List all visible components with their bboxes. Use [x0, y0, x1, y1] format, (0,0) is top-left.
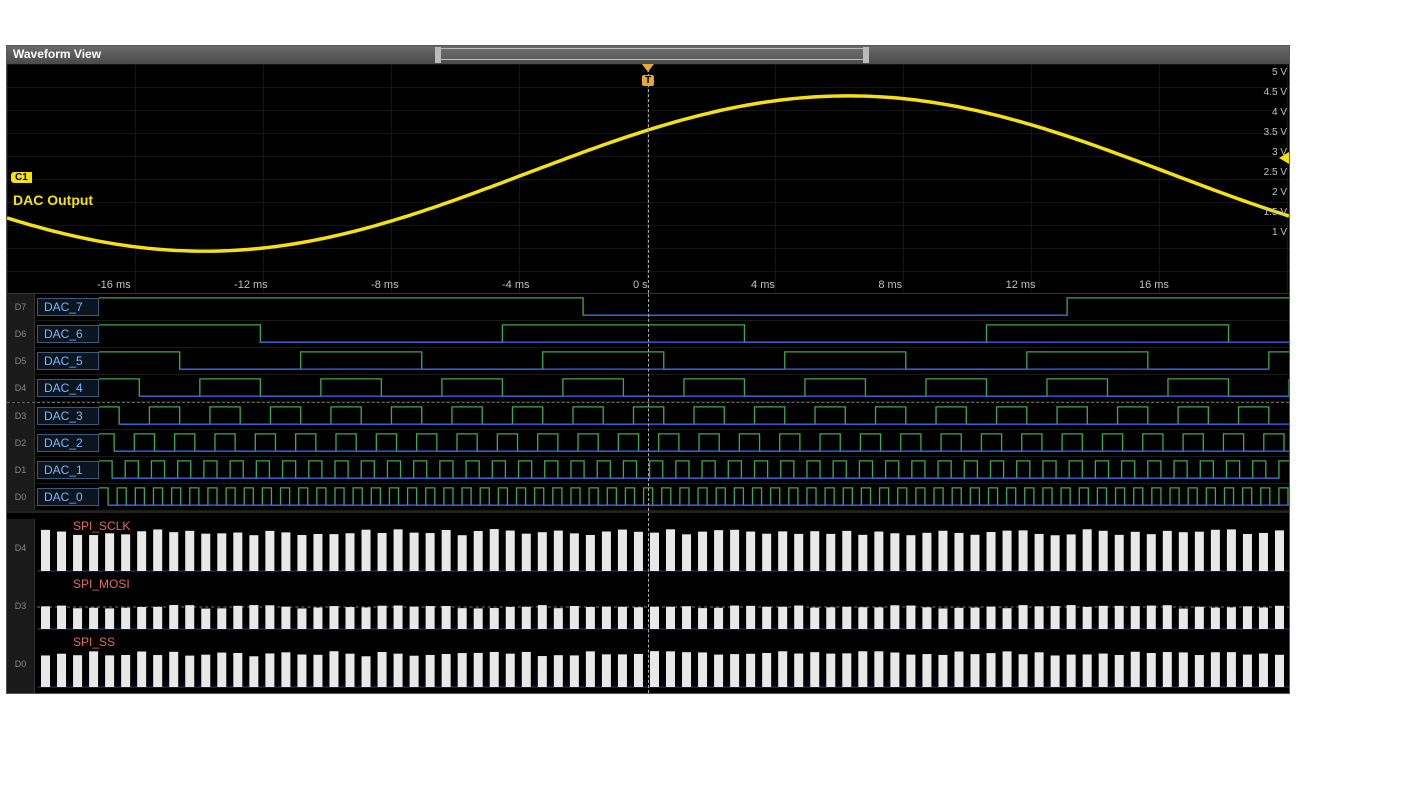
- digital-channel-index: D5: [7, 348, 35, 374]
- digital-channel-name[interactable]: DAC_6: [37, 325, 99, 343]
- trigger-marker[interactable]: T: [642, 64, 654, 86]
- waveform-view-window: Waveform View T C1 DAC Output -16 ms -12 …: [6, 45, 1290, 694]
- spi-channel-index: D4: [7, 519, 35, 577]
- volt-tick: 1 V: [1264, 228, 1287, 238]
- digital-waveform: [99, 294, 1289, 320]
- channel-badge[interactable]: C1: [11, 172, 32, 183]
- digital-channel-name[interactable]: DAC_3: [37, 407, 99, 425]
- volt-tick: 1.5 V: [1264, 208, 1287, 218]
- overview-right-handle[interactable]: [863, 47, 869, 63]
- digital-waveform: [99, 321, 1289, 347]
- digital-channel-name[interactable]: DAC_4: [37, 379, 99, 397]
- digital-channel-name[interactable]: DAC_5: [37, 352, 99, 370]
- time-tick: -4 ms: [502, 279, 530, 291]
- time-tick: 4 ms: [751, 279, 775, 291]
- digital-channel-index: D7: [7, 294, 35, 320]
- window-title: Waveform View: [13, 47, 101, 61]
- digital-channel-name[interactable]: DAC_1: [37, 461, 99, 479]
- time-tick: 16 ms: [1139, 279, 1169, 291]
- titlebar[interactable]: Waveform View: [7, 46, 1289, 64]
- spi-waveform: [37, 519, 1289, 577]
- overview-left-handle[interactable]: [435, 47, 441, 63]
- time-tick: 0 s: [633, 279, 648, 291]
- spi-channel-name[interactable]: SPI_SS: [73, 635, 115, 649]
- spi-pane[interactable]: D4 SPI_SCLK D3 SPI_MOSI D0 SPI_SS: [7, 511, 1289, 693]
- spi-channel-index: D3: [7, 577, 35, 635]
- time-tick: -12 ms: [234, 279, 268, 291]
- trigger-arrow-icon: [642, 64, 654, 72]
- spi-channel-row[interactable]: D0 SPI_SS: [7, 635, 1289, 693]
- digital-channel-name[interactable]: DAC_0: [37, 488, 99, 506]
- spi-channel-name[interactable]: SPI_SCLK: [73, 519, 130, 533]
- digital-waveform: [99, 375, 1289, 401]
- digital-channel-index: D2: [7, 430, 35, 456]
- digital-channel-row[interactable]: D0DAC_0: [7, 484, 1289, 511]
- digital-channel-name[interactable]: DAC_2: [37, 434, 99, 452]
- time-axis: -16 ms -12 ms -8 ms -4 ms 0 s 4 ms 8 ms 12 ms 16…: [7, 279, 1259, 291]
- spi-channel-name[interactable]: SPI_MOSI: [73, 577, 130, 591]
- time-tick: -8 ms: [371, 279, 399, 291]
- volt-tick: 2.5 V: [1264, 168, 1287, 178]
- digital-channel-row[interactable]: D3DAC_3: [7, 403, 1289, 430]
- time-tick: -16 ms: [97, 279, 131, 291]
- analog-waveform: [7, 64, 1289, 293]
- digital-channel-row[interactable]: D7DAC_7: [7, 294, 1289, 321]
- spi-channel-row[interactable]: D4 SPI_SCLK: [7, 519, 1289, 577]
- channel-label: DAC Output: [13, 192, 93, 208]
- trigger-label: T: [642, 75, 654, 86]
- volt-tick: 3.5 V: [1264, 128, 1287, 138]
- digital-waveform: [99, 430, 1289, 456]
- digital-channel-row[interactable]: D1DAC_1: [7, 457, 1289, 484]
- spi-waveform: [37, 577, 1289, 635]
- overview-scrollbar[interactable]: [437, 48, 867, 60]
- digital-channel-row[interactable]: D5DAC_5: [7, 348, 1289, 375]
- digital-pane[interactable]: D7DAC_7D6DAC_6D5DAC_5D4DAC_4D3DAC_3D2DAC…: [7, 294, 1289, 511]
- digital-channel-index: D4: [7, 375, 35, 401]
- digital-waveform: [99, 457, 1289, 483]
- digital-channel-index: D6: [7, 321, 35, 347]
- spi-channel-row[interactable]: D3 SPI_MOSI: [7, 577, 1289, 635]
- digital-waveform: [99, 484, 1289, 510]
- spi-waveform: [37, 635, 1289, 693]
- digital-waveform: [99, 348, 1289, 374]
- trigger-level-arrow-icon[interactable]: [1279, 152, 1289, 164]
- digital-channel-row[interactable]: D2DAC_2: [7, 430, 1289, 457]
- volt-tick: 5 V: [1264, 68, 1287, 78]
- time-tick: 12 ms: [1006, 279, 1036, 291]
- volt-tick: 2 V: [1264, 188, 1287, 198]
- spi-channel-index: D0: [7, 635, 35, 693]
- digital-channel-index: D3: [7, 403, 35, 429]
- digital-channel-index: D1: [7, 457, 35, 483]
- digital-channel-row[interactable]: D4DAC_4: [7, 375, 1289, 402]
- analog-pane[interactable]: T C1 DAC Output -16 ms -12 ms -8 ms -4 ms 0 …: [7, 64, 1289, 294]
- volt-tick: 4.5 V: [1264, 88, 1287, 98]
- digital-channel-row[interactable]: D6DAC_6: [7, 321, 1289, 348]
- time-tick: 8 ms: [878, 279, 902, 291]
- digital-waveform: [99, 403, 1289, 429]
- digital-channel-name[interactable]: DAC_7: [37, 298, 99, 316]
- digital-channel-index: D0: [7, 484, 35, 510]
- volt-tick: 4 V: [1264, 108, 1287, 118]
